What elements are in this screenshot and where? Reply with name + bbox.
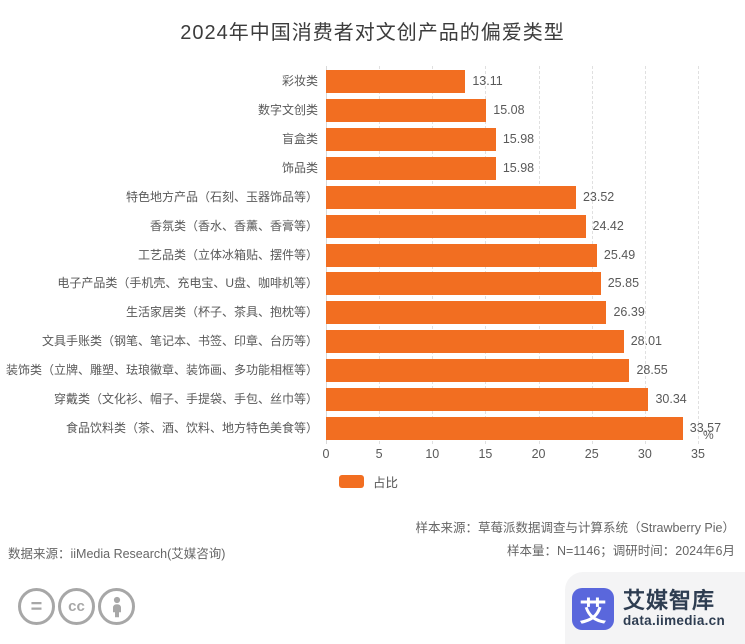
- equals-icon: =: [18, 588, 55, 625]
- category-label: 穿戴类（文化衫、帽子、手提袋、手包、丝巾等）: [53, 392, 318, 407]
- category-label: 工艺品类（立体冰箱贴、摆件等）: [137, 247, 318, 262]
- brand-area[interactable]: 艾 艾媒智库 data.iimedia.cn: [572, 588, 725, 630]
- bar[interactable]: [326, 330, 624, 354]
- legend-item[interactable]: 占比: [339, 472, 398, 491]
- gridline: [698, 66, 699, 444]
- sample-source-text: 样本来源：草莓派数据调查与计算系统（Strawberry Pie）: [415, 521, 735, 535]
- value-label: 26.39: [613, 305, 645, 320]
- category-label: 香氛类（香水、香薰、香膏等）: [149, 218, 318, 233]
- value-label: 24.42: [592, 218, 624, 233]
- bar[interactable]: [326, 388, 649, 412]
- sample-size-text: 样本量：N=1146；调研时间：2024年6月: [507, 544, 735, 558]
- category-label: 彩妆类: [281, 74, 318, 88]
- legend-label: 占比: [373, 476, 399, 490]
- bar[interactable]: [326, 70, 466, 93]
- category-label: 食品饮料类（茶、酒、饮料、地方特色美食等）: [65, 421, 318, 436]
- category-label: 盲盒类: [281, 131, 318, 146]
- value-label: 30.34: [655, 392, 687, 407]
- value-label: 28.01: [630, 334, 662, 349]
- brand-text: 艾媒智库 data.iimedia.cn: [623, 588, 725, 629]
- x-tick-label: 20: [531, 447, 546, 461]
- bar[interactable]: [326, 185, 576, 209]
- cc-icon: cc: [58, 588, 95, 625]
- brand-logo-glyph: 艾: [579, 596, 607, 627]
- bar[interactable]: [326, 272, 601, 296]
- x-tick-label: 10: [425, 447, 440, 461]
- sample-source-block: 样本来源：草莓派数据调查与计算系统（Strawberry Pie） 样本量：N=…: [416, 517, 735, 563]
- category-label: 装饰类（立牌、雕塑、珐琅徽章、装饰画、多功能相框等）: [5, 363, 318, 378]
- bar[interactable]: [326, 359, 630, 383]
- x-tick-label: 0: [322, 447, 330, 461]
- value-label: 25.85: [607, 276, 640, 291]
- bar[interactable]: [326, 243, 597, 267]
- x-tick-label: 30: [637, 447, 652, 461]
- value-label: 28.55: [636, 363, 668, 378]
- bar[interactable]: [326, 156, 496, 180]
- chart-title: 2024年中国消费者对文创产品的偏爱类型: [180, 22, 565, 44]
- license-icons: = cc: [18, 588, 138, 625]
- value-label: 15.98: [502, 160, 535, 175]
- person-icon: [98, 588, 135, 625]
- data-source-text: 数据来源：iiMedia Research(艾媒咨询): [8, 547, 226, 561]
- bar[interactable]: [326, 98, 487, 122]
- x-tick-label: 15: [478, 447, 493, 461]
- x-tick-label: 5: [375, 447, 383, 461]
- category-label: 特色地方产品（石刻、玉器饰品等）: [125, 189, 318, 204]
- category-label: 文具手账类（钢笔、笔记本、书签、印章、台历等）: [41, 334, 318, 349]
- value-label: 33.57: [689, 421, 722, 436]
- brand-url[interactable]: data.iimedia.cn: [623, 613, 726, 628]
- category-label: 饰品类: [281, 160, 318, 175]
- gridline: [644, 66, 646, 444]
- value-label: 15.98: [502, 131, 535, 146]
- category-label: 生活家居类（杯子、茶具、抱枕等）: [125, 305, 318, 320]
- value-label: 15.08: [493, 102, 525, 117]
- value-label: 23.52: [582, 189, 615, 204]
- axis-unit-label: %: [703, 428, 714, 442]
- value-label: 25.49: [603, 247, 636, 262]
- bar[interactable]: [326, 301, 607, 325]
- legend-swatch-icon: [339, 475, 364, 488]
- bar[interactable]: [326, 127, 496, 151]
- bar[interactable]: [326, 214, 586, 238]
- brand-logo: 艾: [572, 588, 614, 630]
- x-tick-label: 35: [691, 447, 705, 461]
- category-label: 电子产品类（手机壳、充电宝、U盘、咖啡机等）: [57, 276, 318, 291]
- category-label: 数字文创类: [257, 102, 318, 117]
- value-label: 13.11: [472, 74, 503, 88]
- brand-name: 艾媒智库: [623, 588, 716, 613]
- x-tick-label: 25: [584, 447, 599, 461]
- bar[interactable]: [326, 417, 683, 441]
